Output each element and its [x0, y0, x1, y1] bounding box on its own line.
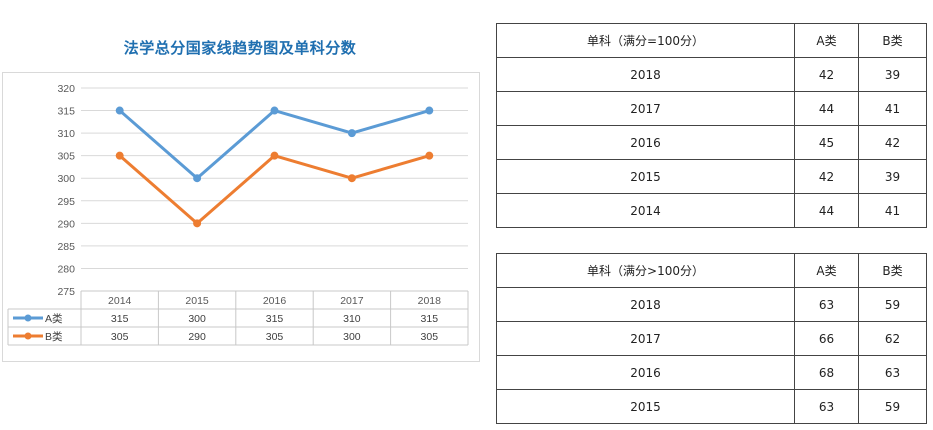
series-line: [118, 154, 430, 225]
data-table-value: 315: [266, 313, 284, 325]
table-header-row: 单科（满分>100分） A类 B类: [496, 253, 927, 288]
y-tick-label: 290: [57, 218, 75, 230]
single-subject-table-eq100: 单科（满分=100分） A类 B类 2018 42 39 2017 44 41 …: [496, 23, 927, 228]
year-cell: 2018: [496, 57, 795, 92]
header-subject: 单科（满分>100分）: [496, 253, 795, 288]
legend-label: A类: [45, 312, 63, 325]
b-score-cell: 41: [858, 91, 927, 126]
x-tick-label: 2015: [185, 295, 209, 307]
table-row: 2017 44 41: [496, 91, 927, 126]
a-score-cell: 63: [794, 389, 859, 424]
a-score-cell: 66: [794, 321, 859, 356]
data-point: [347, 129, 356, 138]
data-table-value: 300: [343, 331, 361, 343]
x-tick-label: 2014: [108, 295, 132, 307]
b-score-cell: 39: [858, 57, 927, 92]
x-tick-label: 2017: [340, 295, 364, 307]
y-tick-label: 280: [57, 263, 75, 275]
header-b: B类: [858, 253, 927, 288]
y-tick-label: 275: [57, 286, 75, 298]
year-cell: 2017: [496, 91, 795, 126]
a-score-cell: 68: [794, 355, 859, 390]
b-score-cell: 62: [858, 321, 927, 356]
b-score-cell: 59: [858, 389, 927, 424]
data-table-value: 315: [111, 313, 129, 325]
data-point: [425, 151, 434, 160]
a-score-cell: 44: [794, 193, 859, 228]
header-subject: 单科（满分=100分）: [496, 23, 795, 58]
y-tick-label: 320: [57, 83, 75, 95]
y-tick-label: 285: [57, 241, 75, 253]
data-table-value: 290: [188, 331, 206, 343]
b-score-cell: 63: [858, 355, 927, 390]
y-tick-label: 310: [57, 128, 75, 140]
data-point: [270, 151, 279, 160]
data-table-value: 300: [188, 313, 206, 325]
data-point: [193, 219, 202, 228]
legend-key-marker: [24, 314, 32, 322]
legend-label: B类: [45, 330, 63, 343]
table-row: 2016 68 63: [496, 355, 927, 390]
data-table-value: 305: [111, 331, 129, 343]
legend-key-marker: [24, 332, 32, 340]
table-row: 2015 63 59: [496, 389, 927, 424]
b-score-cell: 39: [858, 159, 927, 194]
chart-title: 法学总分国家线趋势图及单科分数: [123, 39, 357, 57]
table-row: 2015 42 39: [496, 159, 927, 194]
a-score-cell: 42: [794, 159, 859, 194]
a-score-cell: 63: [794, 287, 859, 322]
data-point: [425, 106, 434, 115]
table-row: 2018 63 59: [496, 287, 927, 322]
year-cell: 2016: [496, 125, 795, 160]
y-tick-label: 295: [57, 196, 75, 208]
x-tick-label: 2016: [263, 295, 287, 307]
table-row: 2014 44 41: [496, 193, 927, 228]
data-table-value: 315: [421, 313, 439, 325]
header-a: A类: [794, 253, 859, 288]
data-point: [270, 106, 279, 115]
b-score-cell: 41: [858, 193, 927, 228]
data-point: [115, 151, 124, 160]
header-b: B类: [858, 23, 927, 58]
data-table-value: 310: [343, 313, 361, 325]
table-header-row: 单科（满分=100分） A类 B类: [496, 23, 927, 58]
data-table-value: 305: [421, 331, 439, 343]
table-row: 2018 42 39: [496, 57, 927, 92]
y-tick-label: 300: [57, 173, 75, 185]
data-point: [347, 174, 356, 183]
year-cell: 2018: [496, 287, 795, 322]
a-score-cell: 45: [794, 125, 859, 160]
table-row: 2017 66 62: [496, 321, 927, 356]
b-score-cell: 59: [858, 287, 927, 322]
year-cell: 2015: [496, 389, 795, 424]
a-score-cell: 44: [794, 91, 859, 126]
data-point: [193, 174, 202, 183]
data-table-value: 305: [266, 331, 284, 343]
table-row: 2016 45 42: [496, 125, 927, 160]
header-a: A类: [794, 23, 859, 58]
chart-area: 275 280 285 290 295 300 305 310 315 320 2014 2015 20…: [2, 72, 480, 362]
year-cell: 2014: [496, 193, 795, 228]
a-score-cell: 42: [794, 57, 859, 92]
y-tick-label: 305: [57, 151, 75, 163]
year-cell: 2015: [496, 159, 795, 194]
data-point: [115, 106, 124, 115]
x-tick-label: 2018: [418, 295, 442, 307]
year-cell: 2017: [496, 321, 795, 356]
year-cell: 2016: [496, 355, 795, 390]
y-tick-label: 315: [57, 106, 75, 118]
b-score-cell: 42: [858, 125, 927, 160]
line-chart: 275 280 285 290 295 300 305 310 315 320 2014 2015 20…: [7, 83, 469, 346]
single-subject-table-gt100: 单科（满分>100分） A类 B类 2018 63 59 2017 66 62 …: [496, 253, 927, 424]
